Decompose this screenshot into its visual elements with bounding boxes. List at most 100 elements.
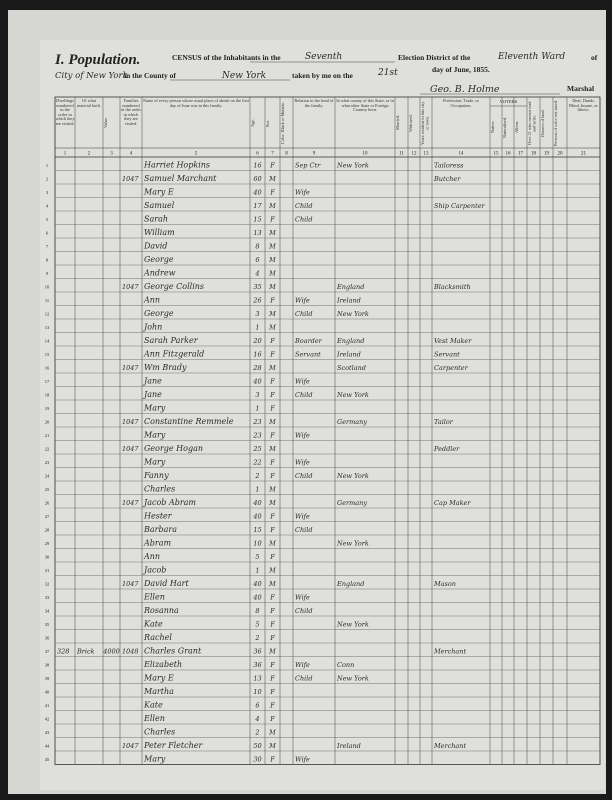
column-number: 11	[399, 152, 404, 157]
cell-name: Ellen	[143, 714, 165, 723]
cell-name: Rachel	[143, 633, 172, 642]
cell-name: Hester	[143, 512, 173, 521]
cell-sex: M	[268, 270, 276, 278]
cell-occupation: Ship Carpenter	[434, 202, 486, 210]
cell-sex: F	[269, 378, 275, 386]
cell-name: George	[144, 309, 174, 318]
cell-relation: Child	[295, 472, 312, 480]
cell-name: Mary E	[143, 674, 174, 683]
cell-born: Ireland	[336, 351, 361, 359]
cell-name: Sarah Parker	[144, 336, 199, 345]
column-heading-box: Families numbered in the order in which …	[121, 99, 141, 126]
district: Seventh	[305, 52, 342, 62]
cell-sex: F	[269, 756, 275, 764]
column-heading-box: Deaf, Dumb, Blind, Insane, or Idiotic.	[569, 99, 598, 112]
cell-sex: F	[269, 459, 275, 467]
date-label: day of June, 1855.	[432, 65, 490, 74]
cell-sex: F	[269, 621, 275, 629]
cell-family: 1048	[122, 648, 139, 656]
cell-relation: Wife	[295, 378, 310, 386]
cell-relation: Wife	[295, 661, 310, 669]
cell-age: 5	[255, 621, 259, 629]
column-number: 12	[412, 152, 418, 157]
cell-sex: F	[269, 715, 275, 723]
cell-relation: Child	[295, 607, 312, 615]
cell-occupation: Merchant	[433, 648, 466, 656]
cell-age: 22	[252, 459, 261, 467]
cell-sex: M	[268, 283, 276, 291]
cell-name: Martha	[143, 687, 174, 696]
column-heading-box: Name of every person whose usual place o…	[143, 99, 249, 107]
cell-relation: Child	[295, 202, 312, 210]
row-number: 45	[45, 757, 50, 762]
column-heading-box: Married.	[396, 116, 400, 131]
column-number: 8	[285, 152, 288, 157]
cell-name: Jane	[142, 377, 162, 386]
row-number: 12	[45, 312, 50, 317]
cell-name: Wm Brady	[144, 363, 187, 372]
cell-family: 1047	[122, 580, 139, 588]
cell-sex: M	[268, 742, 276, 750]
cell-sex: F	[269, 607, 275, 615]
cell-sex: F	[269, 351, 275, 359]
cell-age: 5	[255, 553, 259, 561]
cell-born: New York	[336, 162, 369, 170]
column-number: 6	[256, 152, 259, 157]
row-number: 37	[45, 649, 50, 654]
cell-sex: F	[269, 675, 275, 683]
cell-c1: 328	[57, 648, 69, 656]
column-heading-box: Sex.	[265, 119, 270, 127]
cell-relation: Wife	[295, 189, 310, 197]
column-heading: Profession, Trade, or Occupation.	[443, 99, 479, 108]
cell-sex: M	[268, 418, 276, 426]
column-heading: Relation to the head of the family.	[294, 99, 334, 108]
column-heading: Aliens.	[514, 120, 519, 134]
cell-age: 25	[252, 445, 261, 453]
cell-name: Jacob	[142, 566, 166, 575]
column-number: 3	[110, 152, 113, 157]
column-heading-box: Relation to the head of the family.	[294, 99, 334, 108]
voters-label: VOTERS	[500, 99, 518, 104]
row-number: 23	[45, 460, 50, 465]
column-heading: Over 21 who cannot read and write.	[527, 101, 537, 145]
cell-family: 1047	[122, 445, 139, 453]
cell-age: 3	[255, 310, 259, 318]
row-number: 38	[45, 663, 50, 668]
column-heading-box: Persons of color not taxed.	[554, 100, 558, 146]
row-number: 18	[45, 393, 50, 398]
column-heading-box: Naturalized.	[503, 116, 507, 137]
cell-born: New York	[336, 621, 369, 629]
cell-born: New York	[336, 472, 369, 480]
cell-sex: F	[269, 405, 275, 413]
cell-name: Samuel	[144, 201, 175, 210]
cell-age: 2	[254, 729, 259, 737]
cell-occupation: Cap Maker	[434, 499, 471, 507]
column-number: 10	[363, 152, 369, 157]
column-heading-box: Value.	[104, 118, 108, 129]
cell-name: Charles	[144, 485, 175, 494]
cell-name: Fanny	[143, 471, 169, 480]
cell-born: New York	[336, 391, 369, 399]
cell-occupation: Tailoress	[434, 162, 464, 170]
column-heading: Sex.	[265, 119, 270, 127]
cell-age: 13	[253, 229, 261, 237]
cell-age: 60	[253, 175, 261, 183]
form-area	[40, 40, 605, 790]
cell-sex: M	[268, 499, 276, 507]
cell-born: England	[336, 337, 364, 345]
cell-family: 1047	[122, 283, 139, 291]
cell-occupation: Peddler	[433, 445, 460, 453]
row-number: 26	[45, 501, 50, 506]
column-heading: Dwellings numbered in the order in which…	[55, 99, 75, 126]
cell-age: 23	[252, 418, 261, 426]
cell-name: Rosanna	[143, 606, 179, 615]
cell-relation: Child	[295, 391, 312, 399]
column-number: 2	[88, 152, 91, 157]
cell-name: Ann Fitzgerald	[143, 350, 204, 359]
cell-c3: 4000	[102, 648, 120, 656]
row-number: 44	[45, 744, 50, 749]
cell-born: England	[336, 580, 364, 588]
column-number: 21	[581, 152, 587, 157]
column-number: 4	[130, 152, 133, 157]
